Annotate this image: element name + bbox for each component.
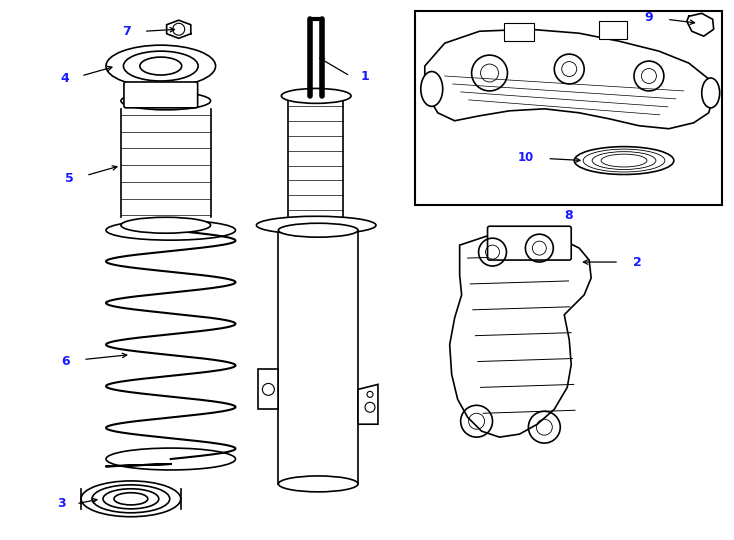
- Text: 8: 8: [564, 209, 573, 222]
- Text: 10: 10: [517, 151, 534, 164]
- Polygon shape: [425, 29, 713, 129]
- Ellipse shape: [92, 485, 170, 513]
- Bar: [288, 96, 343, 225]
- Ellipse shape: [121, 217, 211, 233]
- Polygon shape: [258, 369, 278, 409]
- Ellipse shape: [121, 92, 211, 110]
- Ellipse shape: [702, 78, 719, 108]
- Ellipse shape: [574, 147, 674, 174]
- Polygon shape: [450, 232, 591, 437]
- Ellipse shape: [106, 45, 216, 87]
- Ellipse shape: [81, 481, 181, 517]
- Ellipse shape: [103, 489, 159, 509]
- Ellipse shape: [584, 149, 665, 172]
- Ellipse shape: [278, 223, 358, 237]
- Ellipse shape: [106, 448, 236, 470]
- Bar: [278, 230, 358, 484]
- Text: 6: 6: [61, 355, 70, 368]
- Polygon shape: [358, 384, 378, 424]
- Polygon shape: [687, 14, 713, 36]
- Ellipse shape: [140, 57, 182, 75]
- Ellipse shape: [106, 220, 236, 240]
- Ellipse shape: [592, 152, 656, 170]
- Ellipse shape: [114, 492, 148, 505]
- FancyBboxPatch shape: [124, 82, 197, 108]
- Ellipse shape: [281, 89, 351, 103]
- Bar: [599, 21, 627, 39]
- Text: 9: 9: [644, 11, 653, 24]
- Ellipse shape: [256, 217, 376, 234]
- Text: 4: 4: [61, 72, 70, 85]
- Bar: [415, 11, 722, 205]
- Text: 5: 5: [65, 172, 73, 185]
- Ellipse shape: [278, 476, 358, 492]
- Text: 1: 1: [360, 70, 369, 83]
- Ellipse shape: [421, 71, 443, 106]
- Bar: [504, 23, 534, 41]
- Ellipse shape: [601, 154, 647, 167]
- Text: 2: 2: [633, 255, 642, 268]
- FancyBboxPatch shape: [487, 226, 571, 260]
- Text: 7: 7: [123, 25, 131, 38]
- Text: 3: 3: [57, 497, 65, 510]
- Ellipse shape: [123, 51, 198, 81]
